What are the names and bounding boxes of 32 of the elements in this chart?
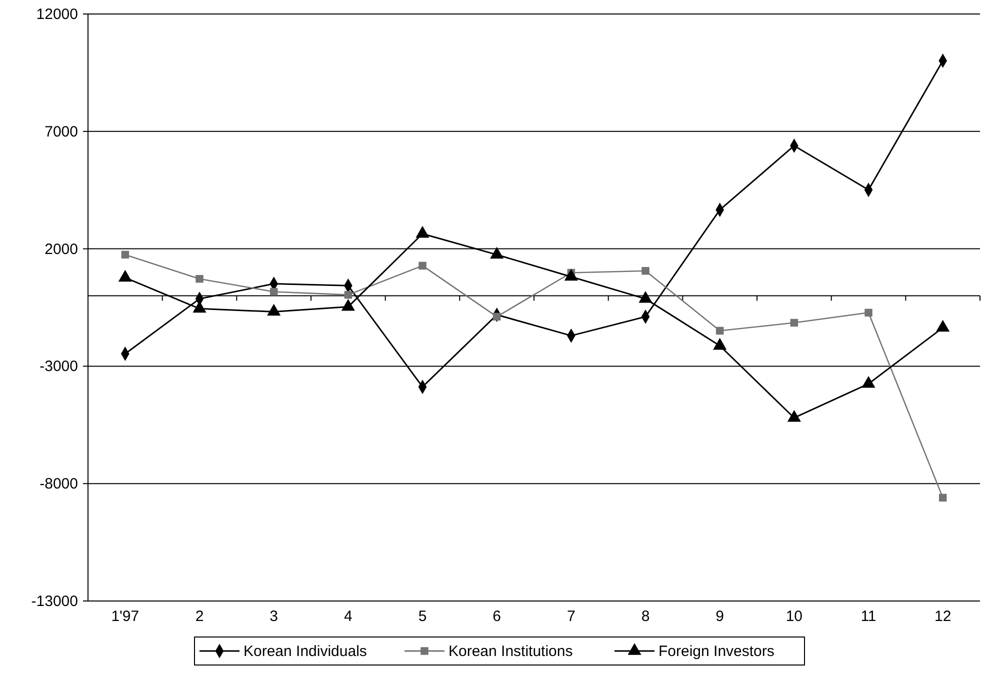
y-tick-label: -8000 bbox=[40, 476, 78, 493]
x-tick-label: 7 bbox=[566, 608, 576, 625]
x-tick-label: 12 bbox=[934, 608, 952, 625]
point bbox=[196, 274, 204, 283]
y-tick-label: -13000 bbox=[31, 593, 78, 610]
point bbox=[492, 312, 501, 321]
point bbox=[270, 288, 278, 296]
legend-label: Korean Institutions bbox=[448, 643, 573, 660]
point bbox=[864, 308, 872, 317]
y-tick-label: -3000 bbox=[40, 358, 78, 376]
x-tick-label: 2 bbox=[195, 608, 204, 625]
point bbox=[418, 262, 426, 270]
legend-label: Foreign Investors bbox=[658, 643, 774, 660]
x-tick-label: 6 bbox=[492, 608, 502, 625]
y-tick-label: 12000 bbox=[36, 6, 78, 23]
x-tick-label: 10 bbox=[786, 608, 803, 625]
point bbox=[121, 250, 130, 259]
x-tick-label: 1'97 bbox=[111, 608, 140, 625]
x-tick-label: 5 bbox=[418, 608, 427, 625]
point bbox=[642, 267, 650, 275]
point bbox=[344, 290, 352, 299]
y-tick-label: 2000 bbox=[44, 240, 78, 258]
x-tick-label: 3 bbox=[270, 608, 278, 625]
x-tick-label: 4 bbox=[344, 608, 352, 625]
point bbox=[790, 318, 798, 327]
y-tick-label: 7000 bbox=[44, 123, 78, 140]
point bbox=[938, 494, 947, 502]
point bbox=[716, 326, 724, 335]
legend-label: Korean Individuals bbox=[244, 643, 367, 660]
x-tick-label: 8 bbox=[641, 608, 650, 625]
x-tick-label: 11 bbox=[860, 608, 876, 625]
x-tick-label: 9 bbox=[716, 608, 724, 625]
